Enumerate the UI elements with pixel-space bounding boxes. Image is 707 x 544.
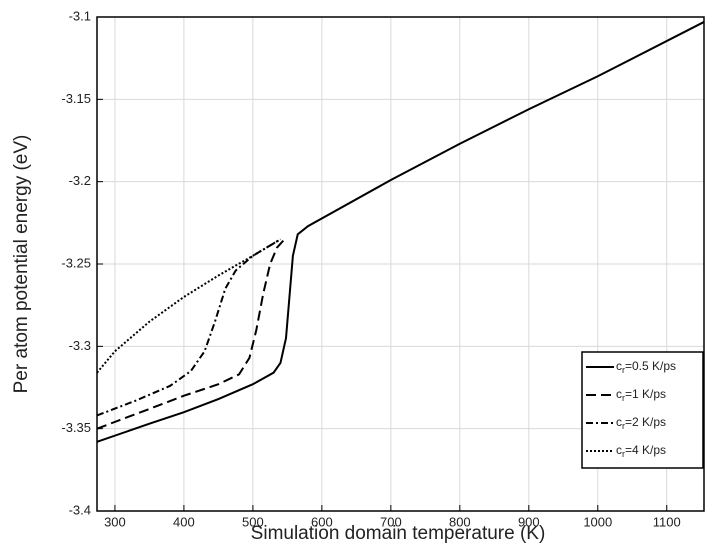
y-tick-label: -3.25 [61,255,91,270]
x-tick-label: 900 [518,514,540,529]
legend-label: cr=0.5 K/ps [616,359,676,375]
x-tick-label: 800 [449,514,471,529]
legend-box [581,351,704,469]
x-tick-label: 700 [380,514,402,529]
y-tick-label: -3.35 [61,420,91,435]
line-series [97,21,704,443]
x-tick-label: 1000 [583,514,612,529]
y-tick-label: -3.3 [69,338,91,353]
legend-label: cr=1 K/ps [616,387,666,403]
x-tick-label: 300 [104,514,126,529]
plot-frame [96,16,705,512]
y-tick-label: -3.2 [69,173,91,188]
legend-label: cr=4 K/ps [616,443,666,459]
y-axis-label: Per atom potential energy (eV) [11,135,32,394]
x-tick-label: 1100 [653,514,681,529]
y-tick-label: -3.15 [61,91,91,106]
x-tick-label: 600 [311,514,333,529]
line-series [97,236,287,430]
x-tick-label: 500 [242,514,264,529]
x-axis-label: Simulation domain temperature (K) [251,523,546,544]
line-series [97,238,281,417]
legend-label: cr=2 K/ps [616,415,666,431]
y-tick-label: -3.4 [69,502,91,517]
x-tick-label: 400 [173,514,195,529]
line-series [97,238,281,374]
y-tick-label: -3.1 [69,8,91,23]
